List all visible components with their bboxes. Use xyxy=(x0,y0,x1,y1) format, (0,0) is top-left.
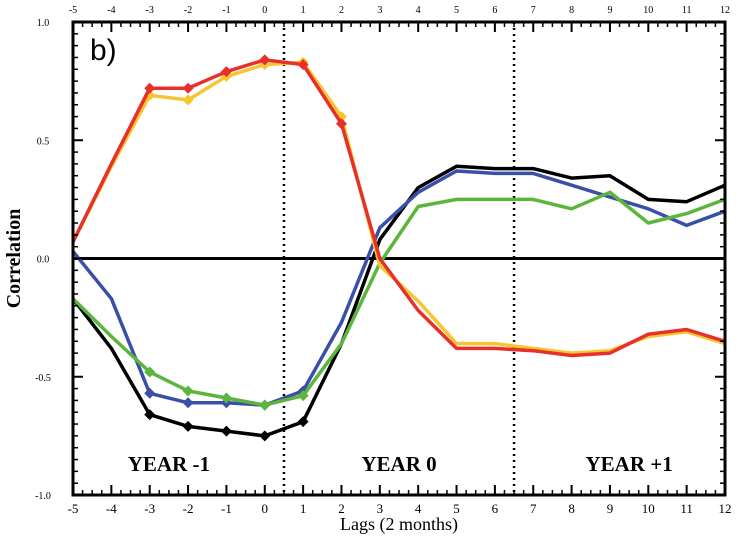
x-tick-label-top: -2 xyxy=(184,5,192,16)
x-tick-label-top: 11 xyxy=(682,5,692,16)
x-tick-label-top: -1 xyxy=(222,5,230,16)
x-tick-label: 12 xyxy=(719,501,732,516)
y-tick-label: 1.0 xyxy=(37,18,50,29)
series-line-4 xyxy=(71,58,726,358)
x-tick-label: 0 xyxy=(262,501,269,516)
x-tick-label: -5 xyxy=(68,501,79,516)
data-point xyxy=(259,399,271,411)
x-tick-label-top: 5 xyxy=(454,5,459,16)
x-tick-label: -4 xyxy=(106,501,117,516)
x-tick-label-top: 12 xyxy=(720,5,730,16)
data-point xyxy=(220,66,232,78)
x-tick-label-top: 6 xyxy=(492,5,497,16)
x-tick-label: 9 xyxy=(607,501,614,516)
y-tick-label: 0.0 xyxy=(37,255,50,266)
data-point xyxy=(335,118,347,130)
data-point xyxy=(220,425,232,437)
x-tick-label-top: 1 xyxy=(301,5,306,16)
data-point xyxy=(182,397,194,409)
data-point xyxy=(259,54,271,66)
x-tick-label-top: -4 xyxy=(107,5,115,16)
data-point xyxy=(220,392,232,404)
series-2 xyxy=(71,190,726,411)
data-point xyxy=(144,409,156,421)
series-layer xyxy=(71,54,726,442)
data-point xyxy=(182,385,194,397)
data-point xyxy=(144,82,156,94)
data-point xyxy=(297,416,309,428)
data-point xyxy=(182,420,194,432)
x-tick-label-top: 9 xyxy=(607,5,612,16)
x-tick-label: 11 xyxy=(680,501,693,516)
x-tick-label: 1 xyxy=(300,501,307,516)
period-label-0: YEAR -1 xyxy=(128,452,210,476)
x-tick-label-top: 2 xyxy=(339,5,344,16)
series-line-0 xyxy=(71,164,726,438)
x-tick-label: -3 xyxy=(144,501,155,516)
x-axis-label: Lags (2 months) xyxy=(340,514,458,535)
x-tick-label-top: -5 xyxy=(69,5,77,16)
x-tick-label: 2 xyxy=(338,501,345,516)
y-axis-label: Correlation xyxy=(3,209,25,309)
data-point xyxy=(144,387,156,399)
x-tick-label: 8 xyxy=(568,501,575,516)
period-label-1: YEAR 0 xyxy=(361,452,436,476)
x-tick-label-top: 4 xyxy=(416,5,421,16)
data-point xyxy=(182,82,194,94)
x-tick-label: 7 xyxy=(530,501,537,516)
data-point xyxy=(259,430,271,442)
period-label-2: YEAR +1 xyxy=(586,452,673,476)
data-point xyxy=(182,94,194,106)
data-point xyxy=(144,366,156,378)
y-tick-label: -0.5 xyxy=(35,373,51,384)
series-4 xyxy=(71,54,726,358)
y-tick-label: 0.5 xyxy=(37,136,50,147)
x-tick-label: -2 xyxy=(183,501,194,516)
panel-label: b) xyxy=(90,34,117,67)
data-point xyxy=(297,390,309,402)
x-tick-label-top: 8 xyxy=(569,5,574,16)
series-line-2 xyxy=(71,190,726,407)
x-tick-label-top: -3 xyxy=(146,5,154,16)
x-tick-label: 3 xyxy=(377,501,384,516)
x-tick-label-top: 0 xyxy=(262,5,267,16)
x-tick-label: 10 xyxy=(642,501,655,516)
x-tick-label: 6 xyxy=(492,501,499,516)
x-tick-label: -1 xyxy=(221,501,232,516)
data-point xyxy=(297,59,309,71)
x-tick-label-top: 10 xyxy=(643,5,653,16)
x-tick-label: 5 xyxy=(453,501,460,516)
y-tick-label: -1.0 xyxy=(35,491,51,502)
plot-background xyxy=(73,22,725,495)
x-tick-label-top: 7 xyxy=(531,5,536,16)
x-tick-label-top: 3 xyxy=(377,5,382,16)
axis-layer: -5-5-4-4-3-3-2-2-1-100112233445566778899… xyxy=(35,5,731,516)
x-tick-label: 4 xyxy=(415,501,422,516)
series-0 xyxy=(71,164,726,442)
